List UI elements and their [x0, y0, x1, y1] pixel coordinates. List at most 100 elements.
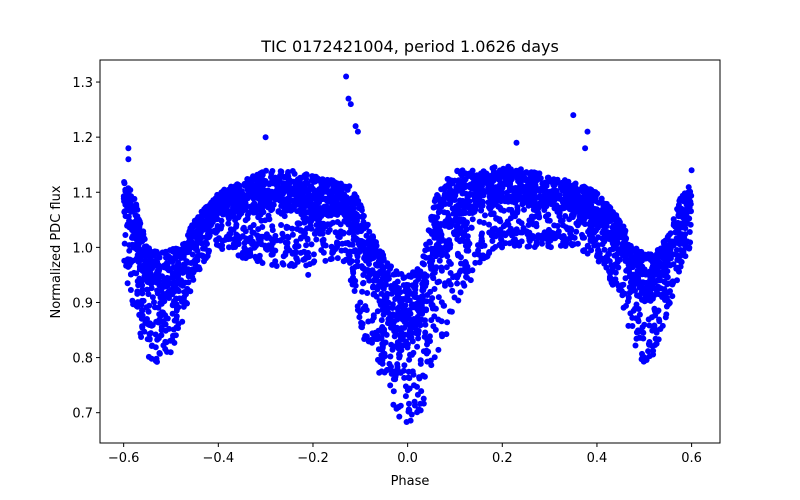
data-point: [343, 218, 350, 225]
data-point: [511, 236, 518, 243]
data-point: [460, 202, 467, 209]
data-point: [313, 236, 320, 243]
data-point: [393, 284, 400, 291]
data-point: [352, 200, 359, 207]
data-point: [532, 183, 539, 190]
data-point: [388, 363, 394, 370]
data-point: [268, 188, 275, 195]
data-point: [411, 382, 417, 389]
data-point: [395, 404, 402, 410]
data-point: [472, 259, 479, 266]
data-point: [296, 184, 303, 191]
data-point: [362, 267, 369, 274]
data-point: [173, 279, 180, 286]
data-point: [338, 209, 345, 216]
data-point: [189, 251, 196, 258]
data-point: [627, 244, 634, 251]
outlier-point: [352, 123, 359, 130]
data-point: [372, 277, 379, 284]
data-point: [207, 218, 214, 225]
data-point: [451, 177, 458, 184]
data-point: [190, 222, 197, 229]
data-point: [162, 338, 169, 345]
data-point: [192, 261, 199, 268]
data-point: [330, 219, 336, 226]
data-point: [266, 216, 273, 223]
x-axis-label: Phase: [391, 474, 430, 489]
data-point: [520, 225, 527, 231]
data-point: [639, 257, 645, 264]
data-point: [145, 308, 152, 315]
data-point: [355, 213, 362, 220]
data-point: [613, 228, 620, 235]
data-point: [144, 261, 151, 268]
data-point: [613, 212, 620, 219]
data-point: [171, 339, 178, 346]
data-point: [369, 330, 376, 337]
data-point: [132, 202, 139, 209]
data-point: [236, 193, 243, 199]
data-point: [523, 229, 530, 236]
data-point: [639, 263, 646, 270]
data-point: [664, 289, 671, 296]
data-point: [545, 211, 552, 218]
data-point: [317, 189, 324, 196]
data-point: [457, 225, 464, 232]
data-point: [170, 273, 177, 280]
data-point: [593, 209, 600, 216]
data-point: [261, 242, 268, 249]
data-point: [503, 189, 510, 196]
data-point: [430, 214, 437, 221]
data-point: [595, 242, 602, 249]
data-point: [581, 215, 588, 222]
data-point: [152, 331, 159, 338]
data-point: [384, 290, 390, 297]
y-tick-label: 1.0: [72, 241, 93, 256]
y-tick-label: 0.9: [72, 296, 93, 311]
data-point: [325, 229, 332, 235]
data-point: [280, 201, 287, 208]
data-point: [216, 242, 223, 249]
data-point: [617, 223, 624, 229]
data-point: [460, 233, 467, 239]
data-point: [302, 200, 309, 207]
data-point: [354, 258, 361, 265]
data-point: [454, 168, 461, 175]
data-point: [462, 242, 469, 249]
data-point: [664, 274, 671, 281]
data-point: [144, 286, 151, 293]
data-point: [567, 235, 574, 242]
data-point: [296, 220, 303, 227]
data-point: [421, 271, 428, 278]
data-point: [446, 219, 453, 226]
data-point: [416, 298, 423, 305]
data-point: [641, 251, 648, 258]
data-point: [166, 295, 172, 301]
data-point: [480, 219, 487, 226]
x-tick-label: −0.6: [108, 451, 140, 466]
data-point: [420, 395, 427, 402]
data-point: [607, 246, 614, 253]
data-point: [507, 166, 514, 173]
data-point: [539, 201, 546, 208]
data-point: [422, 329, 429, 336]
data-point: [365, 245, 372, 252]
data-point: [149, 294, 156, 301]
data-point: [242, 255, 249, 262]
data-point: [404, 297, 411, 304]
data-point: [469, 216, 476, 223]
data-point: [527, 201, 534, 208]
data-point: [650, 347, 657, 354]
data-point: [435, 251, 441, 258]
data-point: [435, 294, 442, 301]
data-point: [593, 190, 600, 197]
data-point: [604, 214, 611, 221]
data-point: [322, 185, 329, 192]
data-point: [625, 298, 631, 305]
data-point: [289, 231, 296, 238]
data-point: [254, 258, 261, 265]
data-point: [370, 312, 377, 319]
data-point: [126, 204, 133, 211]
data-point: [128, 271, 134, 278]
